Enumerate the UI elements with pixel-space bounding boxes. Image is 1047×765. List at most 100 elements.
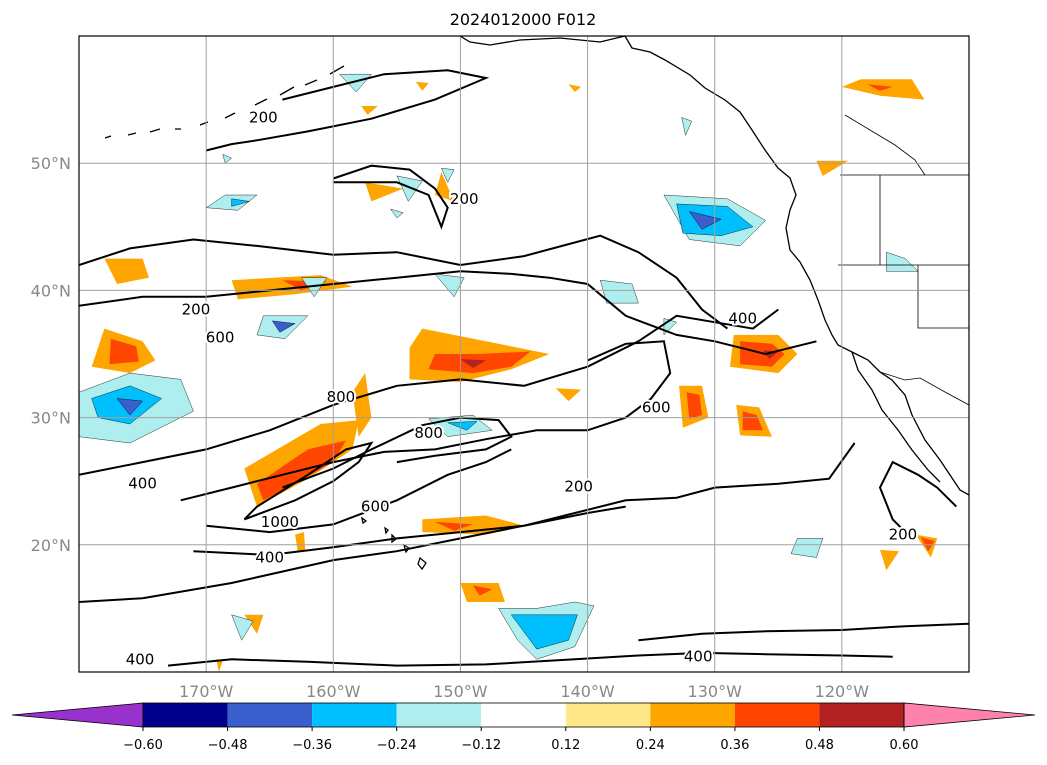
hawaii-islands [361, 516, 427, 571]
shaded-region-1 [109, 338, 139, 365]
lat-tick-label: 30°N [31, 409, 71, 428]
shaded-region-52 [600, 279, 639, 304]
shaded-region-44 [231, 198, 250, 207]
shaded-region-36 [415, 81, 429, 91]
shaded-region-49 [434, 273, 465, 298]
shaded-region-56 [231, 614, 254, 641]
colorbar-bin [396, 703, 482, 727]
lat-tick-label: 40°N [31, 281, 71, 300]
height-contours [79, 69, 969, 667]
shaded-region-48 [447, 421, 478, 431]
shaded-region-33 [216, 659, 223, 672]
shaded-region-29 [880, 549, 900, 571]
shaded-region-19 [867, 84, 893, 91]
lon-tick-label: 150°W [433, 682, 488, 701]
contour-label: 400 [128, 475, 157, 493]
shaded-region-42 [688, 211, 722, 230]
colorbar-extend-min [11, 702, 144, 728]
shaded-region-32 [816, 160, 849, 176]
shaded-region-24 [365, 182, 404, 202]
colorbar-bin [734, 703, 820, 727]
lon-tick-label: 130°W [688, 682, 743, 701]
contour-label: 600 [642, 398, 671, 416]
colorbar-tick-label: −0.12 [461, 738, 501, 753]
latitude-labels: 20°N 30°N 40°N 50°N [31, 154, 71, 555]
aleutian-islands [104, 65, 345, 139]
contour-label: 600 [361, 498, 390, 516]
mexico-border [879, 371, 969, 406]
contour-label: 800 [414, 424, 443, 442]
colorbar-extend-max [903, 702, 1036, 728]
contour-400-9 [638, 622, 969, 642]
contour-200-2 [205, 69, 490, 152]
shaded-region-17 [742, 411, 763, 431]
lon-tick-label: 170°W [179, 682, 234, 701]
shaded-region-31 [555, 388, 582, 402]
lon-tick-label: 120°W [815, 682, 870, 701]
shaded-region-2 [104, 258, 149, 284]
contour-label: 400 [684, 648, 713, 666]
contour-200-0 [79, 234, 729, 330]
shaded-region-7 [460, 359, 486, 368]
colorbar-bin [481, 703, 566, 727]
colorbar-frame [142, 702, 905, 728]
shaded-region-39 [116, 398, 144, 416]
colorbar-tick-label: −0.60 [123, 738, 163, 753]
colorbar-bin [143, 703, 228, 727]
shaded-region-51 [510, 614, 578, 650]
alaska-coast [459, 36, 626, 46]
contour-label: 1000 [261, 513, 299, 531]
contour-label: 600 [206, 328, 235, 346]
shaded-region-15 [686, 392, 702, 419]
contour-400-7 [193, 505, 626, 557]
north-america-coastline [624, 36, 969, 496]
contour-labels: 200 200 200 600 400 800 800 600 400 1000 600 200 400… [124, 106, 919, 670]
shaded-region-63 [681, 117, 693, 136]
longitude-labels: 170°W 160°W 150°W 140°W 130°W 120°W [179, 682, 869, 701]
colorbar-tick-label: 0.60 [890, 738, 919, 753]
colorbar-tick-label: 0.48 [805, 738, 834, 753]
shaded-region-35 [361, 106, 378, 115]
contour-400-6 [79, 308, 779, 476]
shaded-region-61 [222, 153, 232, 164]
shaded-region-23 [435, 521, 474, 531]
contour-label: 200 [564, 477, 593, 495]
contour-label: 800 [327, 388, 356, 406]
contour-200-1 [79, 270, 817, 356]
shaded-region-60 [441, 168, 455, 183]
colorbar-bin [650, 703, 735, 727]
shaded-region-28 [920, 537, 935, 552]
baja-coastline [851, 351, 941, 483]
colorbar-bin [565, 703, 651, 727]
colorbar-bin [312, 703, 397, 727]
shaded-region-30 [244, 614, 264, 634]
contour-label: 200 [249, 108, 278, 126]
colorbar-tick-label: −0.48 [208, 738, 248, 753]
shaded-region-10 [352, 373, 372, 437]
contour-label: 200 [182, 300, 211, 318]
colorbar-tick-label: 0.24 [636, 738, 665, 753]
contour-label: 200 [450, 190, 479, 208]
contour-200-5 [878, 460, 958, 540]
contour-400-8 [167, 651, 893, 667]
colorbar-bin [227, 703, 313, 727]
contour-600-10 [180, 340, 672, 502]
colorbar-bin [819, 703, 904, 727]
colorbar-tick-label: 0.36 [720, 738, 749, 753]
lat-tick-label: 50°N [31, 154, 71, 173]
colorbar-tick-labels: −0.60 −0.48 −0.36 −0.24 −0.12 0.12 0.24 0.36 0.4… [123, 727, 918, 753]
map-frame [78, 35, 970, 673]
lon-tick-label: 160°W [306, 682, 361, 701]
canada-border [844, 114, 926, 176]
colorbar-tick-label: −0.36 [292, 738, 332, 753]
contour-label: 400 [126, 650, 155, 668]
contour-label: 200 [889, 526, 918, 544]
contour-200-4 [79, 442, 856, 603]
state-border-4 [917, 265, 969, 329]
contour-label: 400 [728, 309, 757, 327]
colorbar-tick-label: −0.24 [377, 738, 417, 753]
shaded-region-26 [295, 532, 306, 552]
shaded-region-62 [389, 208, 404, 219]
shaded-region-34 [568, 84, 582, 92]
